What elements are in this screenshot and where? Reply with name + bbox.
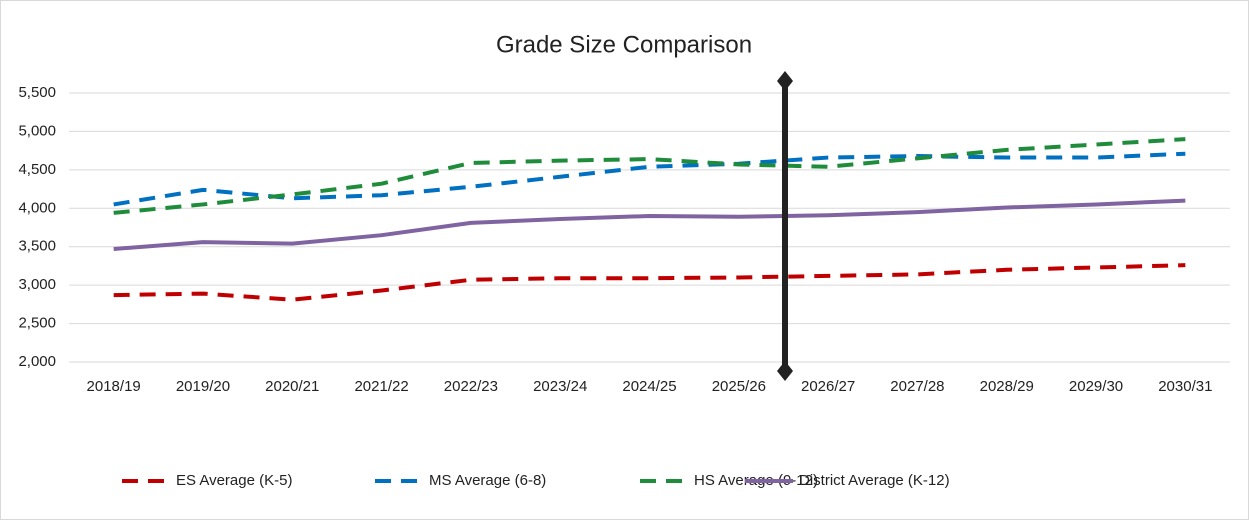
legend-label: District Average (K-12) (799, 472, 950, 489)
y-tick-label: 4,000 (18, 199, 56, 216)
lines (113, 137, 1186, 302)
x-tick-label: 2021/22 (354, 378, 408, 395)
y-tick-label: 4,500 (18, 161, 56, 178)
y-tick-label: 3,500 (18, 238, 56, 255)
marker-head (777, 71, 793, 91)
x-tick-label: 2027/28 (890, 378, 944, 395)
series-line (113, 151, 1186, 207)
x-tick-label: 2023/24 (533, 378, 587, 395)
x-tick-label: 2022/23 (444, 378, 498, 395)
series-line (113, 263, 1186, 302)
y-tick-label: 2,500 (18, 315, 56, 332)
x-tick-label: 2028/29 (980, 378, 1034, 395)
x-tick-label: 2026/27 (801, 378, 855, 395)
x-tick-label: 2020/21 (265, 378, 319, 395)
x-tick-label: 2029/30 (1069, 378, 1123, 395)
grid (69, 92, 1230, 363)
legend-label: ES Average (K-5) (176, 472, 292, 489)
legend-label: MS Average (6-8) (429, 472, 546, 489)
x-tick-label: 2025/26 (712, 378, 766, 395)
marker-head (777, 361, 793, 381)
y-tick-label: 2,000 (18, 353, 56, 370)
y-tick-label: 5,500 (18, 84, 56, 101)
x-tick-label: 2019/20 (176, 378, 230, 395)
y-tick-label: 5,000 (18, 122, 56, 139)
y-tick-label: 3,000 (18, 276, 56, 293)
x-tick-label: 2024/25 (622, 378, 676, 395)
series-line (113, 198, 1186, 252)
x-tick-label: 2018/19 (87, 378, 141, 395)
chart-title: Grade Size Comparison (496, 31, 752, 58)
series-line (113, 137, 1186, 215)
marker (777, 71, 793, 381)
x-tick-label: 2030/31 (1158, 378, 1212, 395)
